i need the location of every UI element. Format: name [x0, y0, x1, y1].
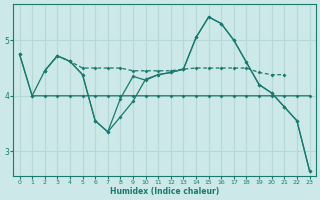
- X-axis label: Humidex (Indice chaleur): Humidex (Indice chaleur): [110, 187, 219, 196]
